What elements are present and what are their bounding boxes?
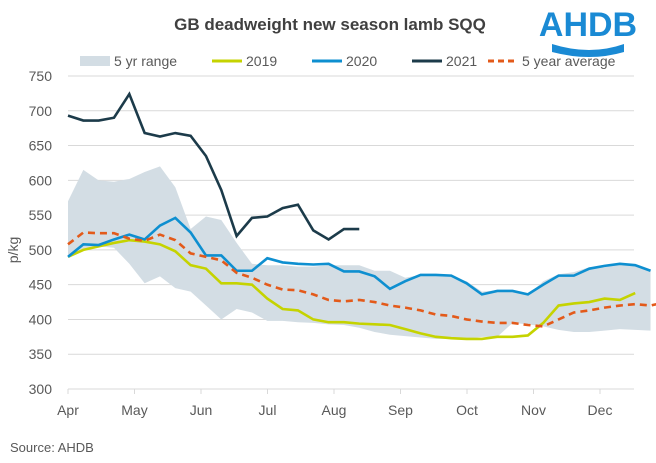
legend-label: 2019 [246, 53, 277, 69]
x-tick-label: Oct [456, 402, 478, 418]
legend-swatch [80, 56, 110, 66]
x-tick-label: Nov [521, 402, 546, 418]
x-tick-label: Jul [259, 402, 277, 418]
legend-label: 5 year average [522, 53, 616, 69]
y-tick-label: 550 [29, 207, 53, 223]
y-tick-label: 400 [29, 311, 53, 327]
y-tick-label: 700 [29, 103, 53, 119]
logo-wave-icon [552, 44, 624, 57]
series-line-2021 [67, 91, 360, 241]
x-tick-label: Apr [57, 402, 79, 418]
legend-label: 5 yr range [114, 53, 177, 69]
x-tick-label: Dec [588, 402, 613, 418]
range-area [68, 166, 651, 339]
ahdb-logo: AHDB [539, 6, 637, 44]
y-axis-label: p/kg [5, 237, 21, 263]
y-tick-label: 450 [29, 277, 53, 293]
y-tick-label: 500 [29, 242, 53, 258]
legend-label: 2020 [346, 53, 377, 69]
x-tick-label: Aug [322, 402, 347, 418]
x-tick-label: Jun [190, 402, 213, 418]
source-note: Source: AHDB [10, 440, 94, 455]
y-tick-label: 300 [29, 381, 53, 397]
y-tick-label: 650 [29, 138, 53, 154]
x-tick-label: Sep [388, 402, 413, 418]
y-tick-label: 600 [29, 172, 53, 188]
y-tick-label: 750 [29, 68, 53, 84]
series-line-2020 [67, 216, 651, 296]
y-tick-label: 350 [29, 346, 53, 362]
chart-title: GB deadweight new season lamb SQQ [174, 15, 486, 34]
legend-label: 2021 [446, 53, 477, 69]
x-tick-label: May [121, 402, 147, 418]
